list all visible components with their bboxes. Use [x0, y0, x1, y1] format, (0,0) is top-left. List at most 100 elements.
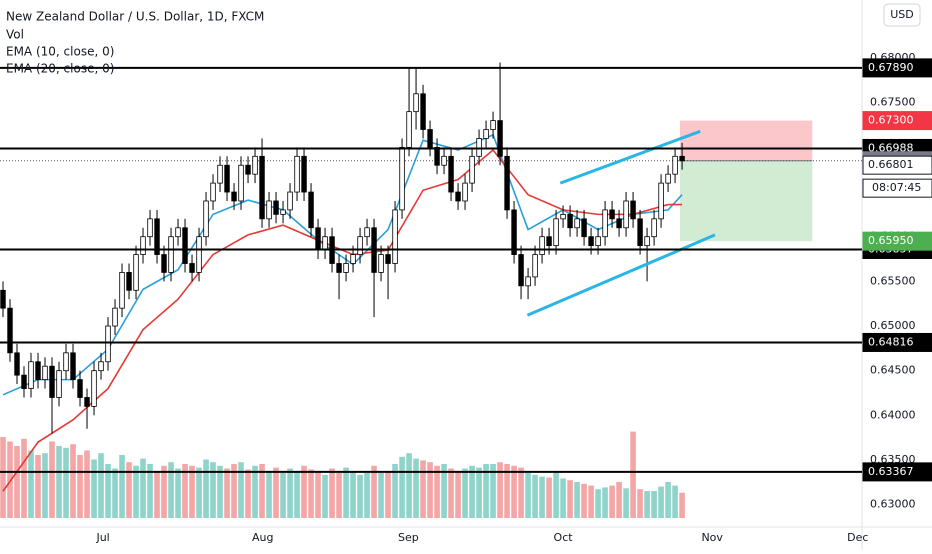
candle-body [175, 227, 181, 238]
candle-body [511, 209, 517, 255]
level-label-box [862, 462, 932, 482]
candle-body [189, 263, 195, 273]
candle-body [399, 146, 405, 211]
candle-body [413, 93, 419, 113]
volume-bar [238, 462, 244, 518]
level-label: 0.66988 [868, 141, 914, 154]
y-tick-label: 0.64000 [870, 408, 916, 421]
candle-body [609, 209, 615, 220]
candle-body [91, 370, 97, 407]
volume-bar [672, 485, 678, 518]
volume-bar [679, 492, 685, 518]
x-tick-label: Nov [701, 531, 723, 544]
candle-body [462, 182, 468, 202]
volume-bar [189, 465, 195, 518]
candle-body [280, 209, 286, 215]
candle-body [56, 370, 62, 398]
volume-bar [539, 476, 545, 518]
volume-bar [511, 465, 517, 518]
candle-body [420, 93, 426, 130]
candle-body [483, 129, 489, 139]
volume-bar [154, 471, 160, 518]
volume-bar [161, 465, 167, 518]
volume-bar [630, 431, 636, 518]
indicator-label: Vol [6, 28, 24, 42]
indicator-label: EMA (20, close, 0) [6, 62, 114, 76]
candle-body [378, 254, 384, 273]
volume-bar [350, 471, 356, 518]
candle-body [217, 164, 223, 184]
candle-body [210, 182, 216, 202]
candle-body [630, 200, 636, 220]
candle-body [532, 254, 538, 278]
candle-body [658, 182, 664, 220]
volume-bar [21, 438, 27, 518]
candle-body [245, 164, 251, 175]
volume-bar [385, 471, 391, 518]
currency-label[interactable]: USD [890, 8, 914, 21]
volume-bar [210, 462, 216, 518]
candle-body [665, 173, 671, 184]
candle-body [392, 209, 398, 264]
candle-body [203, 200, 209, 238]
candle-body [259, 155, 265, 220]
volume-bar [560, 478, 566, 518]
candle-body [539, 236, 545, 255]
candle-body [406, 111, 412, 148]
volume-bar [371, 465, 377, 518]
level-label: 0.64816 [868, 335, 914, 348]
volume-bar [623, 488, 629, 518]
currency-button[interactable] [883, 3, 921, 27]
volume-bar [497, 462, 503, 518]
volume-bar [175, 468, 181, 518]
candle-body [455, 191, 461, 202]
volume-bar [532, 474, 538, 518]
candle-body [154, 218, 160, 255]
candle-body [350, 254, 356, 264]
candle-body [84, 397, 90, 407]
candle-body [7, 307, 13, 354]
volume-bar [294, 471, 300, 518]
volume-bar [574, 482, 580, 518]
candle-body [14, 352, 20, 376]
countdown: 08:07:45 [872, 181, 921, 194]
volume-bar [98, 453, 104, 518]
candle-body [567, 213, 573, 229]
volume-bar [105, 464, 111, 518]
volume-bar [63, 447, 69, 518]
candle-body [0, 289, 6, 309]
volume-bar [133, 465, 139, 518]
candle-body [28, 361, 34, 389]
candle-body [672, 155, 678, 175]
candle-body [49, 365, 55, 398]
volume-bar [413, 458, 419, 518]
volume-bar [77, 455, 83, 518]
candle-body [679, 155, 685, 162]
ema-line [2, 148, 683, 492]
x-tick-label: Dec [847, 531, 868, 544]
candle-body [476, 138, 482, 157]
candle-body [448, 155, 454, 193]
level-label: 0.67890 [868, 61, 914, 74]
candle-body [427, 129, 433, 148]
candle-body [273, 200, 279, 215]
candle-body [336, 263, 342, 273]
candle-body [182, 227, 188, 264]
volume-bar [126, 462, 132, 518]
candle-body [77, 379, 83, 398]
candle-body [490, 120, 496, 130]
volume-bar [658, 486, 664, 518]
candle-body [588, 236, 594, 247]
x-tick-label: Aug [252, 531, 273, 544]
volume-bar [168, 462, 174, 518]
volume-bar [364, 473, 370, 518]
volume-bar [315, 471, 321, 518]
candle-body [357, 236, 363, 255]
volume-bar [616, 482, 622, 518]
candle-body [595, 236, 601, 247]
candle-body [581, 218, 587, 238]
candle-body [497, 120, 503, 157]
candle-body [301, 155, 307, 193]
volume-bar [490, 464, 496, 518]
candle-body [525, 276, 531, 287]
